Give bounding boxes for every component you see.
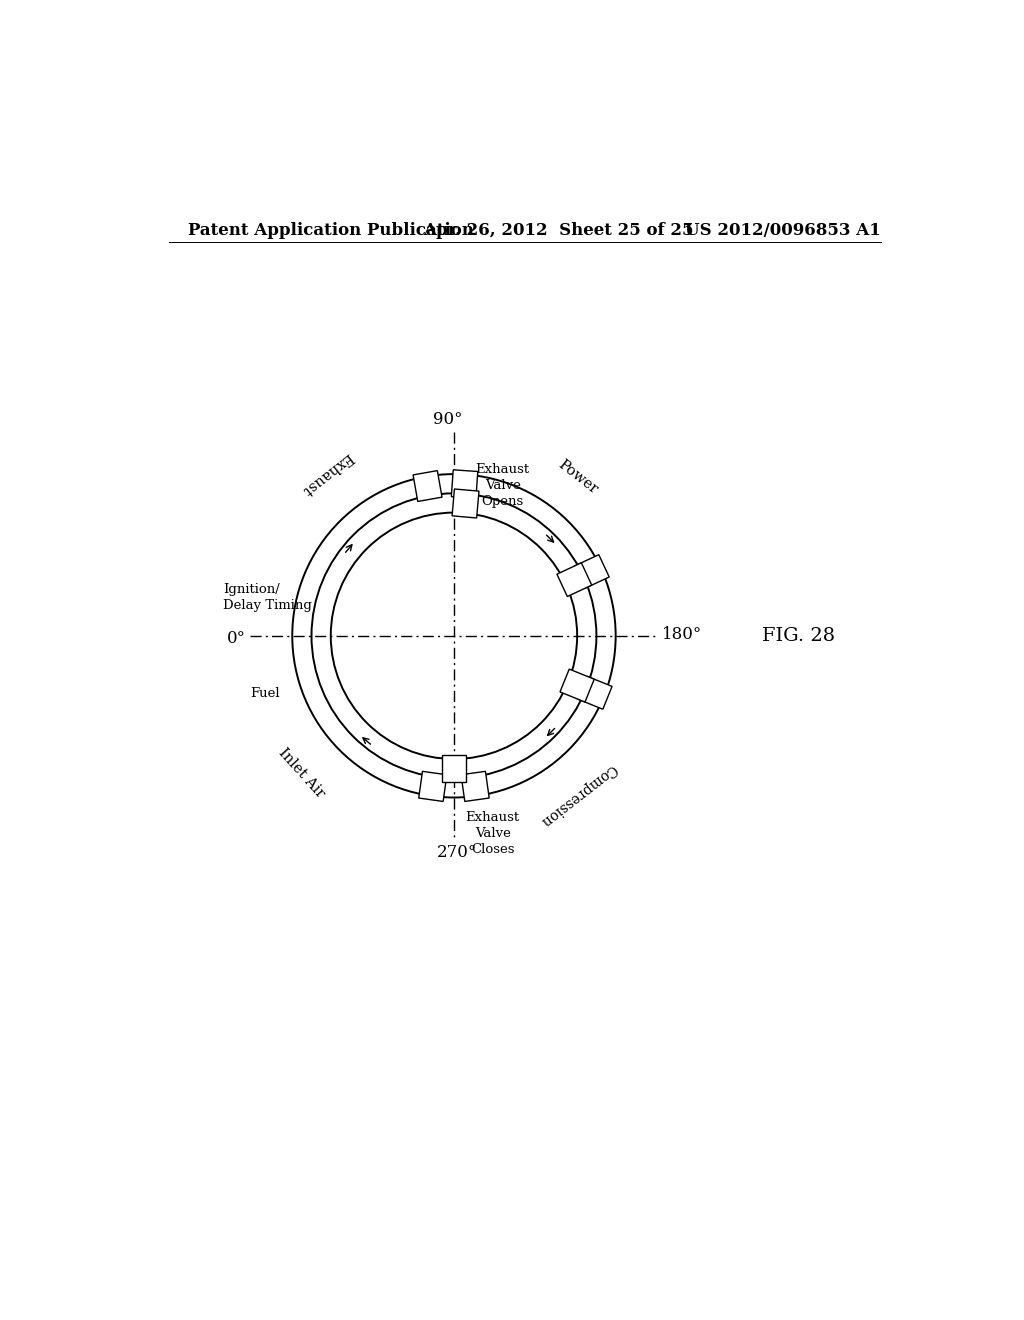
Polygon shape: [574, 554, 609, 589]
Text: FIG. 28: FIG. 28: [762, 627, 836, 644]
Text: Apr. 26, 2012  Sheet 25 of 25: Apr. 26, 2012 Sheet 25 of 25: [423, 222, 693, 239]
Text: 180°: 180°: [662, 626, 702, 643]
Polygon shape: [452, 470, 478, 499]
Text: 270°: 270°: [437, 843, 477, 861]
Text: 90°: 90°: [433, 411, 463, 428]
Text: Compression: Compression: [538, 760, 618, 829]
Polygon shape: [560, 669, 594, 702]
Polygon shape: [452, 488, 479, 517]
Polygon shape: [578, 676, 612, 709]
Text: Power: Power: [556, 457, 601, 496]
Text: Inlet Air: Inlet Air: [275, 746, 327, 801]
Polygon shape: [557, 562, 592, 597]
Text: Fuel: Fuel: [250, 686, 280, 700]
Polygon shape: [419, 771, 446, 801]
Text: US 2012/0096853 A1: US 2012/0096853 A1: [685, 222, 881, 239]
Text: Patent Application Publication: Patent Application Publication: [188, 222, 474, 239]
Text: Exhaust
Valve
Opens: Exhaust Valve Opens: [475, 462, 529, 508]
Text: 0°: 0°: [227, 631, 246, 647]
Text: Exhaust: Exhaust: [299, 450, 355, 498]
Text: Ignition/
Delay Timing: Ignition/ Delay Timing: [223, 583, 312, 611]
Polygon shape: [413, 471, 442, 502]
Text: Exhaust
Valve
Closes: Exhaust Valve Closes: [466, 812, 519, 857]
Polygon shape: [461, 771, 489, 801]
Polygon shape: [441, 755, 466, 781]
